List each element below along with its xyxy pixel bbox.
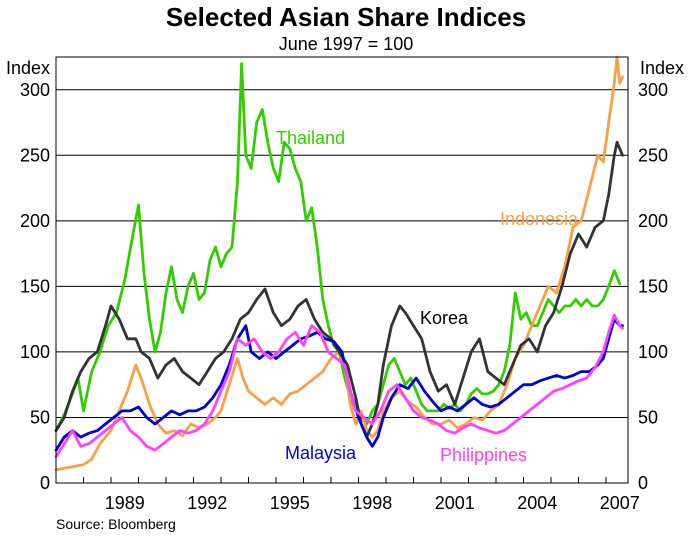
series-label-thailand: Thailand [276,128,345,148]
chart-subtitle: June 1997 = 100 [278,34,414,54]
y-tick-label-left: 150 [20,276,50,296]
x-tick-label: 2004 [517,493,557,513]
x-tick-label: 2007 [600,493,640,513]
right-axis-unit: Index [640,58,685,78]
label-layer: Thailand Indonesia Korea Malaysia Philippine… [276,128,579,465]
y-tick-label-left: 250 [20,145,50,165]
y-tick-label-right: 100 [638,342,668,362]
series-line-indonesia [54,55,624,472]
series-label-indonesia: Indonesia [500,209,579,229]
x-tick-label: 1989 [105,493,145,513]
source-note: Source: Bloomberg [56,516,176,532]
axis-layer: 0 0 50 50 100 100 150 150 200 200 250 250 300 300 1989… [20,80,668,513]
series-line-korea [54,140,624,439]
y-tick-label-right: 0 [638,473,648,493]
y-tick-label-right: 150 [638,276,668,296]
y-tick-label-left: 0 [40,473,50,493]
y-tick-label-left: 50 [30,407,50,427]
series-layer [54,55,624,472]
x-tick-label: 1995 [270,493,310,513]
series-label-malaysia: Malaysia [285,443,357,463]
series-label-korea: Korea [420,308,469,328]
left-axis-unit: Index [6,58,51,78]
series-label-philippines: Philippines [440,445,527,465]
y-tick-label-left: 100 [20,342,50,362]
y-tick-label-right: 250 [638,145,668,165]
y-tick-label-left: 300 [20,80,50,100]
x-tick-label: 1992 [187,493,227,513]
x-tick-label: 1998 [352,493,392,513]
y-tick-label-right: 200 [638,211,668,231]
y-tick-label-left: 200 [20,211,50,231]
y-tick-label-right: 50 [638,407,658,427]
series-line-malaysia [54,317,624,452]
plot-frame [55,56,629,484]
y-tick-label-right: 300 [638,80,668,100]
x-tick-label: 2001 [435,493,475,513]
chart-title: Selected Asian Share Indices [165,2,527,32]
series-line-philippines [54,313,624,459]
